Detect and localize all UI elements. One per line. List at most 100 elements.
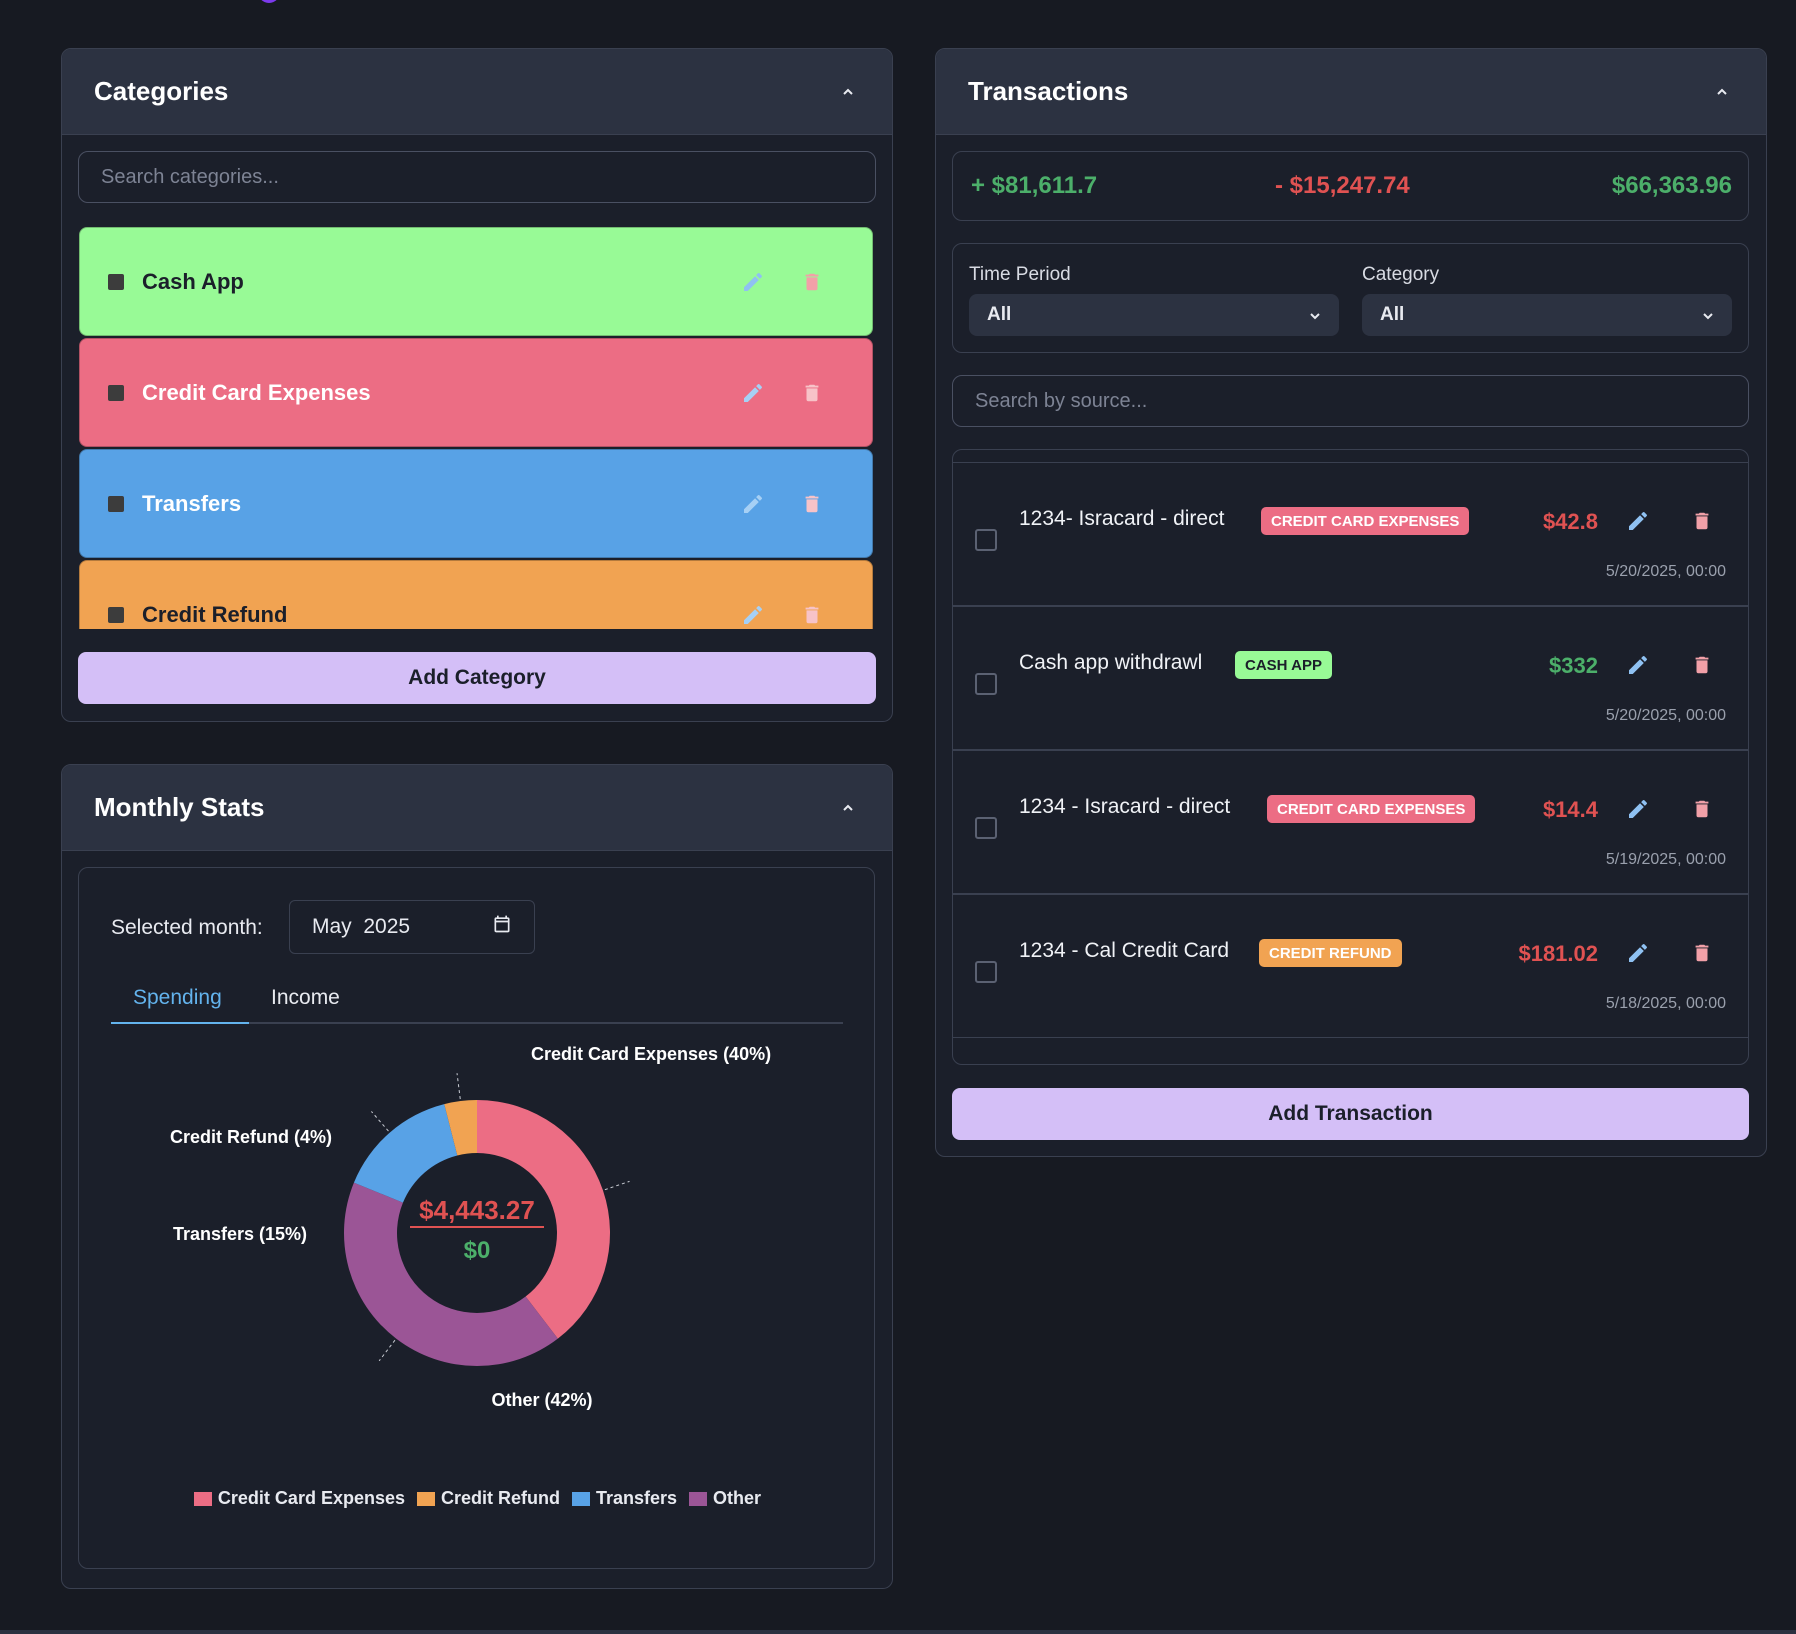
chevron-down-icon — [1702, 304, 1714, 326]
transaction-source: Cash app withdrawl — [1019, 651, 1203, 674]
source-search[interactable] — [952, 375, 1749, 427]
legend-label: Other — [713, 1488, 762, 1508]
transaction-row[interactable]: Cash app withdrawl CASH APP $332 5/20/2025,… — [953, 606, 1748, 750]
chevron-up-icon[interactable] — [836, 80, 860, 104]
calendar-icon[interactable] — [492, 914, 512, 940]
chevron-down-icon — [1309, 304, 1321, 326]
spending-donut-chart: Credit Card Expenses (40%) Other (42%) Tra… — [170, 1044, 771, 1410]
trash-icon[interactable] — [1684, 791, 1720, 827]
category-filter-label: Category — [1362, 264, 1440, 285]
bottom-divider — [0, 1630, 1796, 1634]
income-total: + $81,611.7 — [971, 172, 1098, 199]
legend-label: Transfers — [596, 1488, 678, 1508]
category-label: Cash App — [142, 268, 244, 294]
add-transaction-button[interactable]: Add Transaction — [952, 1088, 1749, 1140]
color-square-icon — [108, 273, 124, 290]
time-period-label: Time Period — [969, 264, 1071, 285]
transaction-date: 5/20/2025, 00:00 — [1605, 563, 1726, 580]
category-item-transfers[interactable]: Transfers — [79, 449, 873, 558]
month-label: Selected month: — [111, 916, 263, 939]
color-square-icon — [108, 384, 124, 401]
slice-label: Transfers (15%) — [173, 1224, 307, 1244]
category-badge: CASH APP — [1235, 651, 1332, 679]
category-item-cash-app[interactable]: Cash App — [79, 227, 873, 336]
add-category-button[interactable]: Add Category — [78, 652, 876, 704]
chart-legend: Credit Card Expenses Credit Refund Transfe… — [79, 1488, 876, 1509]
category-item-credit-card-expenses[interactable]: Credit Card Expenses — [79, 338, 873, 447]
category-badge: CREDIT CARD EXPENSES — [1267, 795, 1476, 823]
donut-slice[interactable] — [477, 1100, 611, 1339]
categories-title: Categories — [94, 76, 229, 106]
category-search-input[interactable] — [79, 152, 875, 202]
trash-icon[interactable] — [1684, 647, 1720, 683]
donut-slice[interactable] — [444, 1100, 477, 1156]
stats-card: Selected month: May 2025 Spending Income… — [78, 867, 875, 1569]
donut-slice[interactable] — [343, 1182, 558, 1366]
avatar-fragment — [258, 0, 280, 3]
monthly-stats-panel: Monthly Stats Selected month: May 2025 S… — [61, 764, 893, 1589]
pencil-icon[interactable] — [1620, 935, 1656, 971]
trash-icon[interactable] — [1684, 935, 1720, 971]
trash-icon[interactable] — [794, 597, 830, 630]
trash-icon[interactable] — [794, 375, 830, 411]
transaction-date: 5/19/2025, 00:00 — [1605, 851, 1726, 868]
categories-header[interactable]: Categories — [62, 49, 892, 135]
row-checkbox[interactable] — [975, 817, 997, 839]
row-checkbox[interactable] — [975, 673, 997, 695]
trash-icon[interactable] — [794, 486, 830, 522]
legend-item[interactable]: Credit Card Expenses — [193, 1488, 405, 1509]
legend-item[interactable]: Credit Refund — [417, 1488, 560, 1509]
month-picker[interactable]: May 2025 — [289, 900, 535, 954]
transactions-panel: Transactions + $81,611.7 - $15,247.74 $6… — [935, 48, 1767, 1157]
transaction-row[interactable]: 1234 - Isracard - direct CREDIT CARD EXPE… — [953, 750, 1748, 894]
transaction-row[interactable]: 1234 - Cal Credit Card CREDIT REFUND $181.… — [953, 894, 1748, 1038]
chevron-up-icon[interactable] — [1710, 80, 1734, 104]
center-spending-amount: $4,443.27 — [419, 1195, 535, 1225]
source-search-input[interactable] — [953, 376, 1748, 426]
legend-swatch — [689, 1491, 708, 1506]
legend-label: Credit Refund — [441, 1488, 560, 1508]
slice-label: Credit Card Expenses (40%) — [531, 1044, 771, 1064]
color-square-icon — [108, 495, 124, 512]
slice-label: Other (42%) — [491, 1390, 592, 1410]
pencil-icon[interactable] — [735, 597, 771, 630]
category-list[interactable]: Cash App Credit Card Expenses Transfers — [78, 227, 876, 629]
pencil-icon[interactable] — [735, 375, 771, 411]
monthly-stats-header[interactable]: Monthly Stats — [62, 765, 892, 851]
pencil-icon[interactable] — [1620, 647, 1656, 683]
category-value: All — [1380, 304, 1405, 325]
category-label: Credit Refund — [142, 601, 288, 627]
chevron-up-icon[interactable] — [836, 796, 860, 820]
category-item-credit-refund[interactable]: Credit Refund — [79, 560, 873, 629]
active-tab-indicator — [111, 1022, 249, 1024]
legend-item[interactable]: Transfers — [572, 1488, 677, 1509]
pencil-icon[interactable] — [1620, 791, 1656, 827]
row-checkbox[interactable] — [975, 529, 997, 551]
transactions-header[interactable]: Transactions — [936, 49, 1766, 135]
transaction-row[interactable]: 1234- Isracard - direct CREDIT CARD EXPEN… — [953, 462, 1748, 606]
pencil-icon[interactable] — [1620, 503, 1656, 539]
transaction-amount: $181.02 — [1518, 941, 1598, 966]
donut-slice[interactable] — [353, 1104, 458, 1203]
expense-total: - $15,247.74 — [1275, 172, 1410, 199]
transaction-source: 1234- Isracard - direct — [1019, 507, 1225, 530]
legend-swatch — [572, 1491, 590, 1506]
category-search[interactable] — [78, 151, 876, 203]
center-income-amount: $0 — [464, 1237, 491, 1264]
category-select[interactable]: All — [1362, 294, 1732, 336]
legend-item[interactable]: Other — [689, 1488, 761, 1509]
transaction-date: 5/20/2025, 00:00 — [1605, 707, 1726, 724]
pencil-icon[interactable] — [735, 264, 771, 300]
trash-icon[interactable] — [794, 264, 830, 300]
category-label: Credit Card Expenses — [142, 379, 371, 405]
legend-swatch — [417, 1491, 435, 1506]
filters: Time Period All Category All — [952, 243, 1749, 353]
row-checkbox[interactable] — [975, 961, 997, 983]
tab-spending[interactable]: Spending — [133, 986, 222, 1009]
time-period-select[interactable]: All — [969, 294, 1339, 336]
pencil-icon[interactable] — [735, 486, 771, 522]
tab-income[interactable]: Income — [271, 986, 340, 1009]
trash-icon[interactable] — [1684, 503, 1720, 539]
balance-total: $66,363.96 — [1611, 172, 1732, 199]
transaction-list[interactable]: 1234- Isracard - direct CREDIT CARD EXPEN… — [952, 449, 1749, 1065]
